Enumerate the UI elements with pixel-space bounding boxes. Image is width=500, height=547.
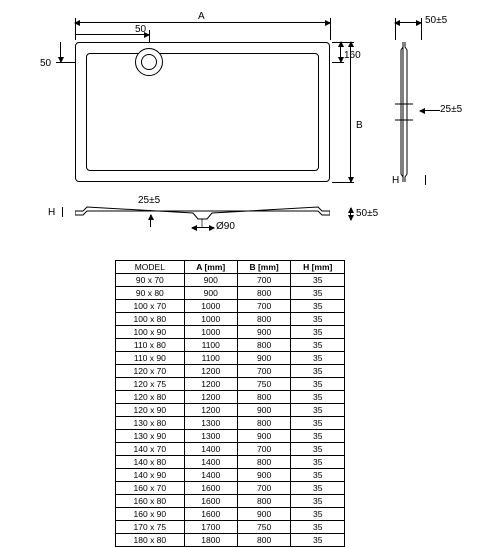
table-row: 120 x 80120080035 [116, 391, 345, 404]
table-row: 120 x 90120090035 [116, 404, 345, 417]
label-d90: Ø90 [216, 221, 235, 232]
dim-line-a [75, 22, 330, 23]
table-row: 130 x 80130080035 [116, 417, 345, 430]
label-160: 160 [344, 50, 361, 61]
dimensions-table: MODELA [mm]B [mm]H [mm] 90 x 70900700359… [115, 260, 345, 547]
table-row: 110 x 80110080035 [116, 339, 345, 352]
label-b: B [356, 120, 363, 131]
table-row: 120 x 70120070035 [116, 365, 345, 378]
tray-top-view [75, 42, 330, 182]
table-row: 140 x 90140090035 [116, 469, 345, 482]
label-25pm5-b: 25±5 [138, 195, 160, 206]
table-row: 140 x 70140070035 [116, 443, 345, 456]
table-row: 160 x 90160090035 [116, 508, 345, 521]
table-row: 100 x 80100080035 [116, 313, 345, 326]
dim-line-160 [340, 42, 341, 62]
col-header: MODEL [116, 261, 185, 274]
col-header: H [mm] [291, 261, 345, 274]
label-50pm5-br: 50±5 [356, 208, 378, 219]
table-row: 100 x 90100090035 [116, 326, 345, 339]
technical-drawing: A 50 50 B 160 50±5 25±5 H [20, 10, 480, 240]
label-50pm5-tr: 50±5 [425, 15, 447, 26]
label-50-left: 50 [40, 58, 51, 69]
tray-side-view [400, 42, 410, 182]
table-row: 180 x 80180080035 [116, 534, 345, 547]
label-50-top: 50 [135, 24, 146, 35]
table-row: 160 x 70160070035 [116, 482, 345, 495]
label-h-left: H [48, 207, 55, 218]
col-header: B [mm] [237, 261, 291, 274]
table-row: 100 x 70100070035 [116, 300, 345, 313]
table-row: 90 x 8090080035 [116, 287, 345, 300]
spec-table: MODELA [mm]B [mm]H [mm] 90 x 70900700359… [115, 260, 345, 547]
dim-line-50v [60, 42, 61, 62]
tray-front-view [75, 205, 330, 225]
table-row: 130 x 90130090035 [116, 430, 345, 443]
table-row: 140 x 80140080035 [116, 456, 345, 469]
label-a: A [198, 11, 205, 22]
label-25pm5-r: 25±5 [440, 104, 462, 115]
drain-hole [135, 48, 163, 76]
dim-line-b [350, 42, 351, 182]
table-row: 160 x 80160080035 [116, 495, 345, 508]
table-row: 110 x 90110090035 [116, 352, 345, 365]
table-row: 120 x 75120075035 [116, 378, 345, 391]
table-row: 170 x 75170075035 [116, 521, 345, 534]
col-header: A [mm] [184, 261, 237, 274]
label-h-right: H [392, 175, 399, 186]
table-row: 90 x 7090070035 [116, 274, 345, 287]
